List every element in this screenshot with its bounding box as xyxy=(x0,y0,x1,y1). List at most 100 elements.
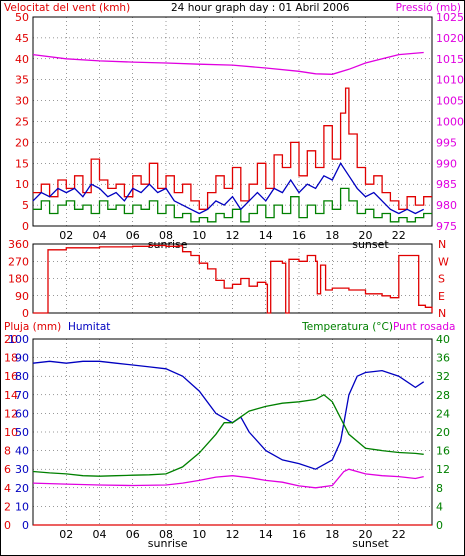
temperature-tick-label: 28 xyxy=(436,389,450,402)
wind-tick-label: 35 xyxy=(15,74,29,87)
humidity-tick-label: 100 xyxy=(8,333,29,346)
humidity-tick-label: 0 xyxy=(22,519,29,532)
wind-direction-degree-ticks: 0 90 180 270 360 xyxy=(8,238,29,320)
rain-humidity-x-tick-label: 20 xyxy=(359,528,373,541)
rain-humidity-x-ticks: 02 04 06 08 10 12 14 16 18 20 22 xyxy=(59,528,406,541)
rain-humidity-x-tick-label: 06 xyxy=(126,528,140,541)
temperature-tick-label: 12 xyxy=(436,463,450,476)
pressure-tick-label: 1020 xyxy=(436,32,464,45)
rain-humidity-x-tick-label: 02 xyxy=(59,528,73,541)
wind-pressure-x-tick-label: 10 xyxy=(192,229,206,242)
wind-tick-label: 5 xyxy=(22,199,29,212)
temperature-tick-label: 0 xyxy=(436,519,443,532)
humidity-tick-label: 80 xyxy=(15,370,29,383)
temperature-tick-label: 4 xyxy=(436,500,443,513)
humidity-tick-label: 10 xyxy=(15,500,29,513)
pressure-tick-label: 990 xyxy=(436,157,457,170)
pressure-axis-label: Pressió (mb) xyxy=(396,2,461,14)
rain-humidity-x-tick-label: 16 xyxy=(292,528,306,541)
rain-humidity-x-tick-label: 12 xyxy=(226,528,240,541)
series-vent-mitja-kmh- xyxy=(32,162,424,215)
pressure-tick-label: 1015 xyxy=(436,53,464,66)
humidity-tick-label: 70 xyxy=(15,389,29,402)
humidity-axis-label: Humitat xyxy=(68,321,110,333)
rain-humidity-x-tick-label: 18 xyxy=(325,528,339,541)
wind-direction-degrees-tick-label: 270 xyxy=(8,255,29,268)
wind-pressure-x-tick-label: 18 xyxy=(325,229,339,242)
wind-direction-grid xyxy=(33,244,432,313)
rain-tick-label: 8 xyxy=(4,445,11,458)
temperature-tick-label: 24 xyxy=(436,407,450,420)
humidity-tick-label: 20 xyxy=(15,482,29,495)
series-wind-direction xyxy=(33,244,433,314)
wind-tick-label: 25 xyxy=(15,116,29,129)
wind-y-ticks: 0 5 10 15 20 25 30 35 40 45 50 xyxy=(15,11,29,233)
rain-tick-label: 2 xyxy=(4,500,11,513)
rain-humidity-sunset-label: sunset xyxy=(352,537,389,550)
chart-title: 24 hour graph day : 01 Abril 2006 xyxy=(171,2,350,14)
wind-tick-label: 50 xyxy=(15,11,29,24)
wind-tick-label: 40 xyxy=(15,53,29,66)
wind-tick-label: 30 xyxy=(15,95,29,108)
wind-pressure-x-tick-label: 22 xyxy=(392,229,406,242)
wind-pressure-x-tick-label: 12 xyxy=(226,229,240,242)
wind-pressure-x-tick-label: 20 xyxy=(359,229,373,242)
rain-humidity-sun-markers: sunrise sunset xyxy=(148,537,390,550)
temperature-tick-label: 20 xyxy=(436,426,450,439)
wind-pressure-x-tick-label: 06 xyxy=(126,229,140,242)
wind-direction-degrees-tick-label: 180 xyxy=(8,273,29,286)
pressure-tick-label: 1000 xyxy=(436,116,464,129)
compass-tick-label: N xyxy=(438,238,446,251)
wind-pressure-x-tick-label: 16 xyxy=(292,229,306,242)
temperature-tick-label: 8 xyxy=(436,482,443,495)
rain-tick-label: 6 xyxy=(4,463,11,476)
wind-direction-series xyxy=(33,244,433,314)
wind-pressure-x-tick-label: 02 xyxy=(59,229,73,242)
pressure-y-ticks: 975 980 985 990 995 1000 1005 1010 1015 1020 1025 xyxy=(436,11,464,233)
rain-humidity-x-tick-label: 08 xyxy=(159,528,173,541)
wind-pressure-x-ticks: 02 04 06 08 10 12 14 16 18 20 22 xyxy=(59,229,406,242)
rain-tick-label: 4 xyxy=(4,482,11,495)
humidity-tick-label: 60 xyxy=(15,407,29,420)
wind-axis-label: Velocitat del vent (kmh) xyxy=(4,2,130,14)
series-vent-minim-kmh- xyxy=(33,187,432,223)
rain-tick-label: 18 xyxy=(4,352,18,365)
series-pressi-mb- xyxy=(32,51,424,75)
rain-humidity-temperature-panel: Pluja (mm) Humitat Temperatura (°C) Punt… xyxy=(4,321,455,550)
rain-humidity-x-tick-label: 04 xyxy=(93,528,107,541)
wind-tick-label: 20 xyxy=(15,136,29,149)
pressure-tick-label: 985 xyxy=(436,178,457,191)
rain-humidity-sunrise-label: sunrise xyxy=(148,537,188,550)
rain-tick-label: 14 xyxy=(4,389,18,402)
wind-tick-label: 0 xyxy=(22,220,29,233)
compass-tick-label: E xyxy=(438,290,445,303)
humidity-tick-label: 40 xyxy=(15,445,29,458)
pressure-tick-label: 1025 xyxy=(436,11,464,24)
wind-pressure-x-tick-label: 14 xyxy=(259,229,273,242)
pressure-tick-label: 975 xyxy=(436,220,457,233)
temperature-tick-label: 32 xyxy=(436,370,450,383)
compass-tick-label: W xyxy=(438,255,449,268)
rain-tick-label: 12 xyxy=(4,407,18,420)
pressure-tick-label: 1010 xyxy=(436,74,464,87)
humidity-tick-label: 50 xyxy=(15,426,29,439)
wind-direction-degrees-tick-label: 0 xyxy=(22,307,29,320)
compass-tick-label: S xyxy=(438,273,445,286)
pressure-tick-label: 995 xyxy=(436,136,457,149)
wind-direction-degrees-tick-label: 360 xyxy=(8,238,29,251)
rain-tick-label: 10 xyxy=(4,426,18,439)
temperature-tick-label: 16 xyxy=(436,445,450,458)
pressure-tick-label: 980 xyxy=(436,199,457,212)
wind-tick-label: 45 xyxy=(15,32,29,45)
series-punt-rosada xyxy=(32,468,424,489)
wind-pressure-panel: Velocitat del vent (kmh) 24 hour graph d… xyxy=(4,2,464,251)
wind-pressure-x-tick-label: 08 xyxy=(159,229,173,242)
rain-humidity-x-tick-label: 22 xyxy=(392,528,406,541)
rain-humidity-temperature-series xyxy=(32,360,432,526)
rain-humidity-x-tick-label: 10 xyxy=(192,528,206,541)
